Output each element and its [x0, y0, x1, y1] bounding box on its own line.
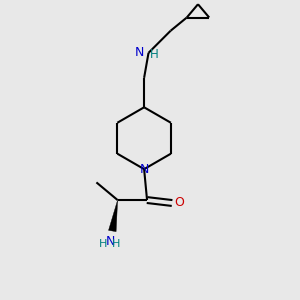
Polygon shape — [109, 200, 118, 232]
Text: O: O — [175, 196, 184, 209]
Text: N: N — [140, 163, 149, 176]
Text: H: H — [112, 239, 120, 249]
Text: N: N — [134, 46, 144, 59]
Text: N: N — [105, 235, 115, 248]
Text: H: H — [149, 48, 158, 61]
Text: H: H — [98, 239, 107, 249]
